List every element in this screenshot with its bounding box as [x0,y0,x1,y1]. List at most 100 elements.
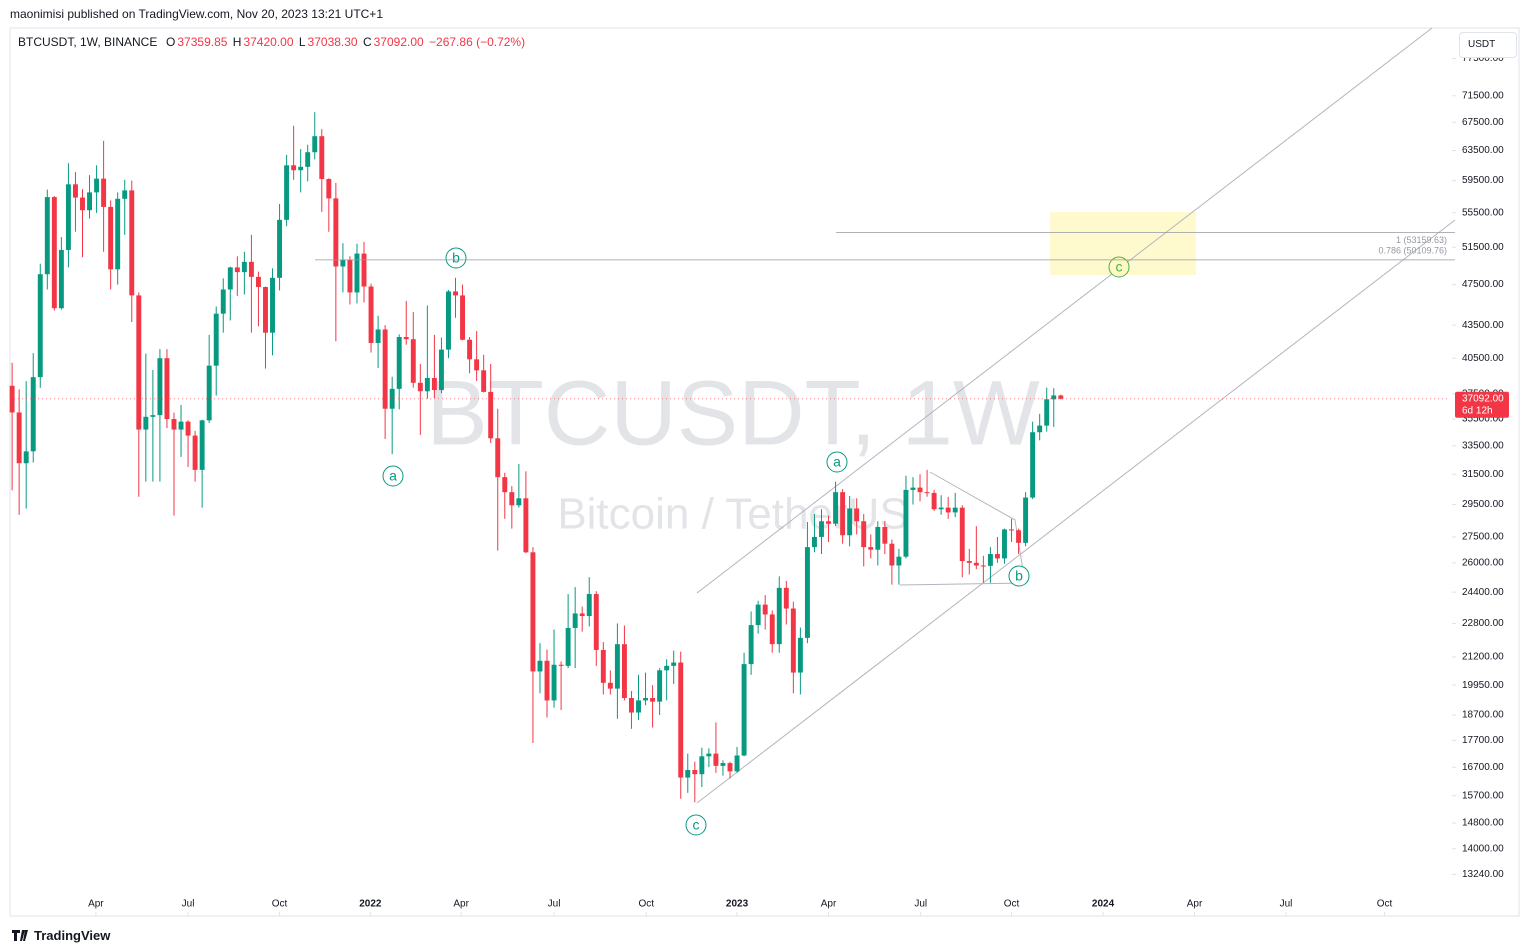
candle-body [776,587,782,645]
candle-body [16,412,22,464]
candle-body [122,190,128,199]
candle-body [1058,395,1064,399]
candle-body [565,627,571,666]
y-tick-label: 13240.00 [1462,869,1504,880]
candle-body [516,498,522,506]
candle-body [192,435,198,470]
candle-body [23,451,29,464]
candle-body [37,274,43,378]
candle-body [833,492,839,524]
wave-label: b [452,250,460,266]
candle-body [298,166,304,171]
candle-body [51,197,57,309]
x-tick-label: Oct [638,899,654,910]
wave-b: b [445,247,467,269]
candle-body [551,664,557,701]
candle-body [903,489,909,557]
candle-body [762,604,768,615]
candle-body [748,625,754,665]
brand: TradingView [34,928,111,943]
candle-body [72,184,78,198]
candle-body [403,337,409,340]
candle-body [220,289,226,314]
candle-body [375,329,381,343]
y-tick-label: 55500.00 [1462,207,1504,218]
y-tick-label: 63500.00 [1462,145,1504,156]
candle-body [720,763,726,766]
candle-body [396,337,402,389]
candle-body [896,556,902,566]
currency-button[interactable]: USDT [1459,32,1517,58]
y-tick-label: 18700.00 [1462,710,1504,721]
candle-body [460,295,466,340]
countdown: 6d 12h [1462,405,1493,416]
candle-body [80,197,85,211]
wave-c: c [1108,256,1130,278]
candle-body [227,267,233,290]
y-tick-label: 35500.00 [1462,414,1504,425]
x-tick-label: 2024 [1092,899,1115,910]
y-tick-label: 24400.00 [1462,587,1504,598]
candle-body [629,698,634,713]
candle-body [129,190,135,296]
candle-body [819,521,824,537]
channel-upper [696,27,1433,594]
candle-body [509,492,515,506]
candle-body [994,554,1000,559]
y-tick-label: 40500.00 [1462,353,1504,364]
candle-body [431,377,437,391]
x-tick-label: Jul [914,899,927,910]
y-tick-label: 15700.00 [1462,790,1504,801]
y-tick-label: 21200.00 [1462,652,1504,663]
publisher: maonimisi published on TradingView.com, … [10,7,383,21]
candle-body [171,419,177,430]
candle-body [945,507,951,513]
candle-body [1030,432,1036,498]
candle-body [692,770,698,775]
candle-body [347,259,353,293]
candle-body [495,438,501,478]
candle-body [467,339,473,360]
x-tick-label: Apr [453,899,469,910]
legend: BTCUSDT, 1W, BINANCE O 37359.85 H 37420.00… [18,35,527,49]
candle-body [270,277,275,333]
candle-body [199,420,205,470]
candle-body [882,526,888,544]
candle-body [847,508,853,536]
wave-b: b [1008,565,1030,587]
y-tick-label: 17700.00 [1462,735,1504,746]
y-tick-label: 19950.00 [1462,680,1504,691]
candle-body [424,377,430,392]
candle-body [58,249,64,309]
candle-body [741,664,747,756]
candle-body [326,179,332,199]
candle-body [783,587,789,609]
candle-body [438,349,444,391]
candle-body [178,421,184,430]
candle-body [868,547,874,550]
candle-body [530,552,536,672]
candle-body [600,649,606,683]
candle-body [769,614,775,645]
candle-body [607,682,613,689]
candle-body [305,152,311,167]
candle-body [502,477,508,493]
x-tick-label: Oct [272,899,288,910]
y-tick-label: 29500.00 [1462,499,1504,510]
candle-body [248,261,254,277]
candle-body [826,521,831,524]
wave-label: c [1116,259,1123,275]
candle-body [938,507,944,510]
candle-body [657,670,663,702]
y-tick-label: 59500.00 [1462,175,1504,186]
wave-label: c [693,817,700,833]
wave-label: b [1015,568,1023,584]
candle-body [713,753,719,766]
axes: 77500.00 71500.00 67500.00 63500.00 59500.00… [10,53,1509,916]
candle-body [924,492,930,494]
candle-body [312,136,318,153]
candle-body [854,508,860,522]
wave-labels: a b c a b c [382,247,1130,836]
y-tick-label: 43500.00 [1462,320,1504,331]
